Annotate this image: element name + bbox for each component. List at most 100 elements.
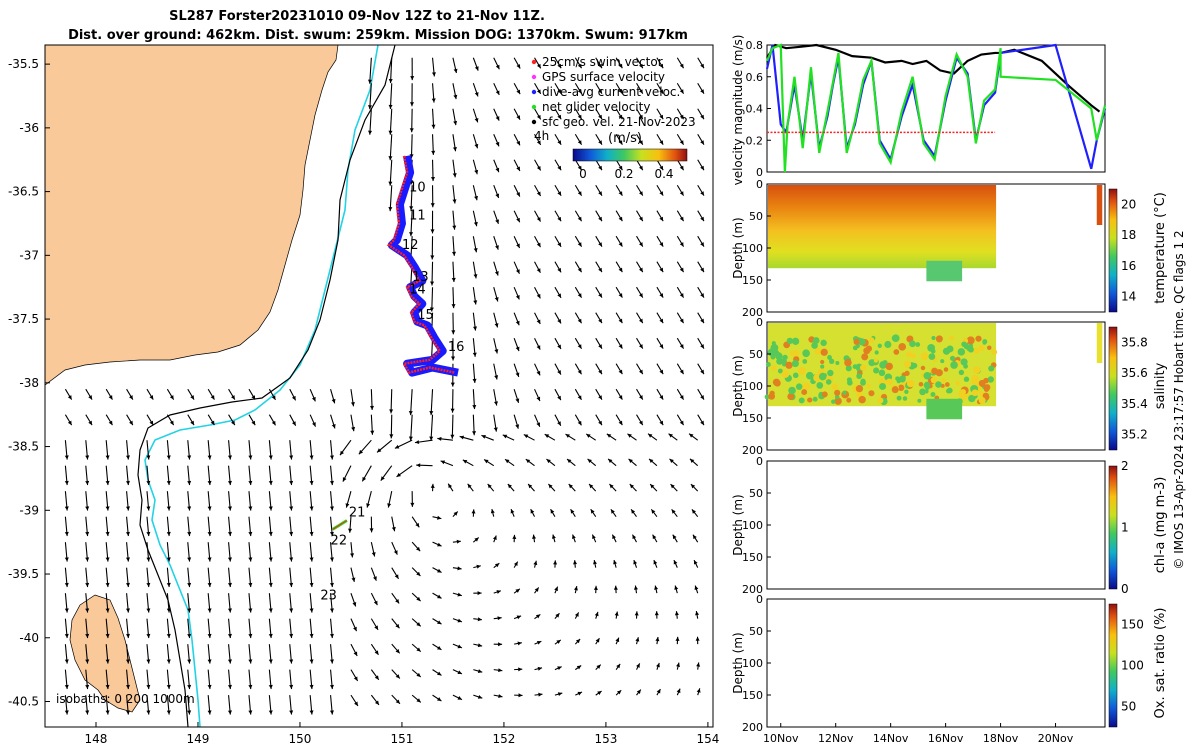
current-vector-head <box>268 633 273 639</box>
current-vector-head <box>616 690 622 695</box>
day-label: 12 <box>402 238 419 253</box>
current-vector-head <box>679 89 684 94</box>
current-vector <box>389 185 393 212</box>
current-vector-head <box>498 694 503 699</box>
salinity-y-tick-label: 100 <box>742 380 763 393</box>
current-vector <box>389 159 393 186</box>
current-vector-head <box>679 267 684 273</box>
current-vector-head <box>430 281 435 286</box>
current-vector-head <box>659 89 664 94</box>
current-vector-head <box>473 300 478 305</box>
velocity-series-net-glider <box>765 43 1107 173</box>
temperature-colorbar-tick: 20 <box>1121 197 1136 211</box>
current-vector-head <box>207 582 212 588</box>
current-vector-head <box>473 248 478 253</box>
salinity-cell <box>973 347 980 354</box>
current-vector-head <box>289 455 294 460</box>
speed-tick-1: 0.2 <box>614 167 633 181</box>
salinity-cell <box>991 349 998 355</box>
day-label: 15 <box>417 308 434 323</box>
salinity-cell <box>946 345 954 353</box>
current-vector-head <box>573 586 578 591</box>
current-vector <box>390 57 393 84</box>
current-vector-head <box>515 346 520 352</box>
salinity-cell <box>772 349 780 357</box>
temperature-y-tick-label: 50 <box>749 210 763 223</box>
current-vector-head <box>668 433 673 438</box>
salinity-cell <box>878 369 886 377</box>
isobath-200 <box>144 45 379 727</box>
current-vector-head <box>679 216 684 222</box>
current-vector-head <box>515 372 520 377</box>
current-vector-head <box>166 557 171 562</box>
current-vector-head <box>289 710 294 715</box>
current-vector-head <box>393 550 398 555</box>
current-vector-head <box>598 344 602 349</box>
salinity-cell <box>805 371 814 380</box>
current-vector-head <box>538 692 543 697</box>
map-x-tick-label: 154 <box>696 732 719 746</box>
current-vector-head <box>268 582 273 588</box>
current-vector-head <box>64 710 69 715</box>
day-label: 21 <box>349 506 366 521</box>
salinity-cell <box>893 349 900 355</box>
current-vector-head <box>187 710 192 715</box>
current-vector-head <box>146 659 151 664</box>
current-vector-head <box>659 395 664 400</box>
current-vector-head <box>618 89 623 94</box>
current-vector-head <box>125 710 130 715</box>
current-vector-head <box>473 221 478 227</box>
current-vector-head <box>437 515 442 520</box>
salinity-cell <box>906 351 913 358</box>
day-label: 16 <box>448 340 465 355</box>
current-vector-head <box>451 277 456 282</box>
current-vector-head <box>577 242 582 247</box>
salinity-cell <box>931 335 936 341</box>
current-vector-head <box>638 114 643 120</box>
current-vector-head <box>350 402 355 407</box>
chla-ylabel: Depth (m) <box>731 494 745 555</box>
current-vector-head <box>388 78 393 84</box>
salinity-cell <box>873 358 878 363</box>
oxygen-panel: 0 50 100 150 200 Depth (m) 50 100 150 Ox. sat. ra… <box>731 593 1168 734</box>
current-vector-head <box>495 219 499 224</box>
current-vector-head <box>577 140 582 145</box>
current-vector-head <box>495 90 500 95</box>
legend-label: GPS surface velocity <box>542 70 665 84</box>
current-vector <box>410 210 413 237</box>
oxygen-y-tick-label: 100 <box>742 657 763 670</box>
current-vector-head <box>650 484 655 489</box>
current-vector-head <box>85 480 90 486</box>
salinity-cell <box>831 383 838 390</box>
current-vector-head <box>557 692 563 697</box>
current-vector-head <box>598 165 602 171</box>
salinity-y-tick-label: 200 <box>742 444 763 457</box>
current-vector-field <box>64 57 705 715</box>
map-x-tick-label: 149 <box>187 732 210 746</box>
current-vector-head <box>532 534 537 539</box>
current-vector-head <box>516 615 522 620</box>
current-vector-head <box>690 484 696 489</box>
current-vector-head <box>207 455 212 460</box>
salinity-ylabel: Depth (m) <box>731 355 745 416</box>
current-vector-head <box>513 561 518 567</box>
salinity-cell <box>904 389 909 395</box>
current-vector-head <box>577 191 582 196</box>
salinity-y-tick-label: 0 <box>756 316 763 329</box>
current-vector-head <box>251 420 256 426</box>
salinity-cell <box>902 396 908 401</box>
current-vector-head <box>85 557 90 562</box>
current-vector-head <box>570 509 575 514</box>
current-vector-head <box>651 509 656 514</box>
current-vector-head <box>598 293 602 298</box>
current-vector-head <box>477 669 483 674</box>
salinity-cell <box>958 369 965 376</box>
current-vector-head <box>495 64 500 70</box>
current-vector-head <box>484 459 489 464</box>
current-vector-head <box>416 698 421 703</box>
current-vector-head <box>550 509 555 514</box>
current-vector-head <box>456 539 461 544</box>
current-vector-head <box>268 557 273 562</box>
current-vector-head <box>577 267 582 273</box>
salinity-cell <box>923 382 931 389</box>
